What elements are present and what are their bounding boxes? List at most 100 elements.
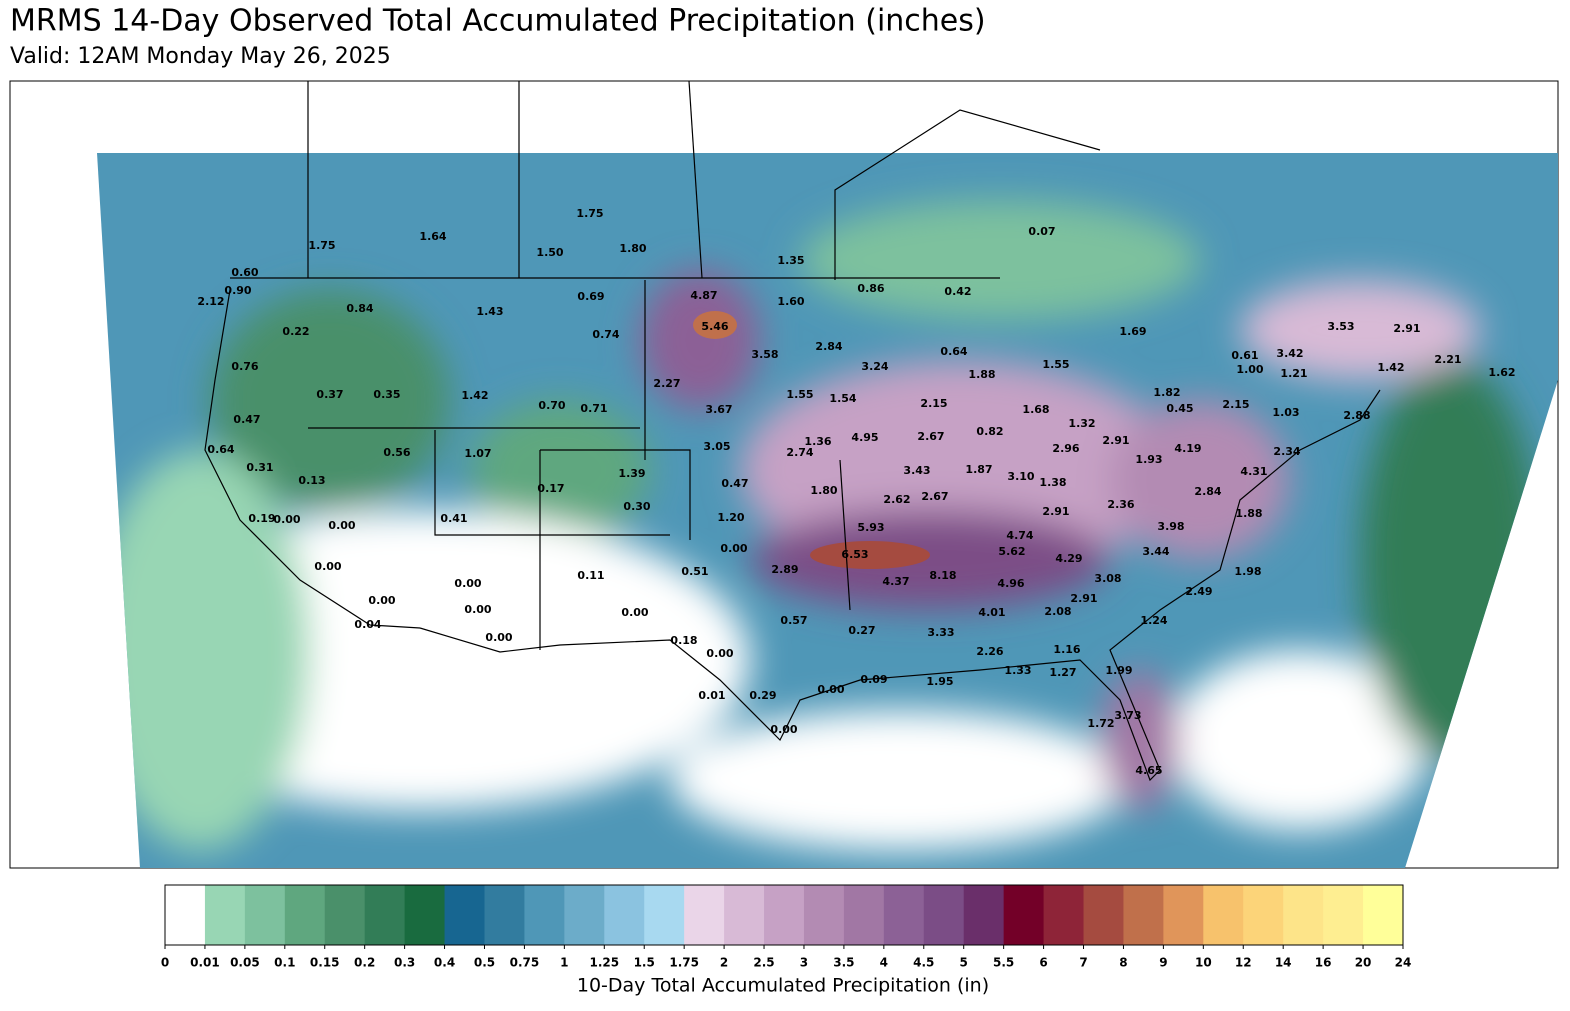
colorbar-tick-label: 20	[1355, 956, 1372, 970]
value-label: 0.19	[248, 512, 275, 525]
colorbar-bin	[244, 885, 286, 945]
value-label: 1.35	[777, 254, 804, 267]
colorbar-bin	[564, 885, 605, 945]
colorbar-tick-label: 0.2	[354, 956, 375, 970]
value-label: 0.00	[485, 631, 512, 644]
value-label: 0.61	[1231, 349, 1258, 362]
value-label: 1.75	[308, 239, 335, 252]
value-label: 2.91	[1102, 434, 1129, 447]
value-label: 0.90	[224, 284, 251, 297]
colorbar-bin	[764, 885, 805, 945]
value-label: 0.76	[231, 360, 258, 373]
colorbar-bin	[1163, 885, 1204, 945]
value-label: 2.89	[771, 563, 798, 576]
title: MRMS 14-Day Observed Total Accumulated P…	[10, 4, 986, 39]
colorbar-bin	[1043, 885, 1085, 945]
colorbar-bin	[404, 885, 446, 945]
colorbar-bin	[963, 885, 1005, 945]
value-label: 0.00	[368, 594, 395, 607]
colorbar-tick-label: 7	[1079, 956, 1087, 970]
value-label: 0.22	[282, 325, 309, 338]
colorbar-tick-label: 0	[161, 956, 169, 970]
colorbar-bin	[1323, 885, 1364, 945]
value-label: 2.62	[883, 493, 910, 506]
value-label: 0.00	[770, 723, 797, 736]
value-label: 4.87	[690, 289, 717, 302]
colorbar-bin	[724, 885, 765, 945]
colorbar-tick-label: 2	[720, 956, 728, 970]
value-label: 2.67	[921, 490, 948, 503]
colorbar-label: 10-Day Total Accumulated Precipitation (…	[577, 975, 989, 997]
colorbar-tick-label: 1	[560, 956, 568, 970]
colorbar-tick-label: 0.3	[394, 956, 415, 970]
colorbar-tick-label: 5	[960, 956, 968, 970]
value-label: 1.55	[1042, 358, 1069, 371]
value-label: 0.35	[373, 388, 400, 401]
value-label: 1.87	[965, 463, 992, 476]
value-label: 0.00	[621, 606, 648, 619]
value-label: 0.47	[233, 413, 260, 426]
value-label: 0.37	[316, 388, 343, 401]
value-label: 1.00	[1236, 363, 1263, 376]
value-label: 3.05	[703, 440, 730, 453]
value-label: 2.27	[653, 377, 680, 390]
value-label: 0.31	[246, 461, 273, 474]
colorbar-bin	[444, 885, 485, 945]
colorbar: 0 0.01 0.05 0.1 0.15 0.2 0.3 0.4 0.5 0.75 1 1.25 1.5…	[161, 884, 1411, 970]
value-label: 0.00	[720, 542, 747, 555]
value-label: 1.21	[1280, 367, 1307, 380]
value-label: 5.62	[998, 545, 1025, 558]
value-label: 4.65	[1135, 764, 1162, 777]
colorbar-bin	[883, 885, 925, 945]
value-label: 0.86	[857, 282, 884, 295]
value-label: 0.56	[383, 446, 410, 459]
value-label: 1.42	[461, 389, 488, 402]
value-label: 1.16	[1053, 643, 1080, 656]
value-label: 0.84	[346, 302, 373, 315]
value-label: 3.10	[1007, 470, 1034, 483]
value-label: 4.37	[882, 575, 909, 588]
value-label: 0.74	[592, 328, 619, 341]
colorbar-tick-label: 5.5	[993, 956, 1014, 970]
colorbar-tick-label: 3.5	[833, 956, 854, 970]
map-frame	[9, 80, 1559, 869]
colorbar-bin	[1123, 885, 1164, 945]
colorbar-bin	[644, 885, 685, 945]
value-label: 0.00	[314, 560, 341, 573]
value-label: 3.33	[927, 626, 954, 639]
value-label: 6.53	[841, 548, 868, 561]
value-label: 2.84	[815, 340, 842, 353]
value-label: 0.01	[698, 689, 725, 702]
value-label: 3.42	[1276, 347, 1303, 360]
value-label: 4.74	[1006, 529, 1033, 542]
colorbar-tick-label: 0.1	[274, 956, 295, 970]
value-label: 1.98	[1234, 565, 1261, 578]
heavy-core	[810, 541, 930, 569]
colorbar-tick-label: 6	[1039, 956, 1047, 970]
colorbar-tick-label: 10	[1195, 956, 1212, 970]
colorbar-tick-label: 2.5	[753, 956, 774, 970]
colorbar-bin	[1363, 885, 1404, 945]
value-label: 0.70	[538, 399, 565, 412]
colorbar-bin	[1283, 885, 1324, 945]
value-label: 3.67	[705, 403, 732, 416]
value-label: 3.53	[1327, 320, 1354, 333]
colorbar-bin	[1243, 885, 1284, 945]
colorbar-tick-label: 0.15	[310, 956, 340, 970]
value-label: 2.21	[1434, 353, 1461, 366]
value-label: 2.91	[1393, 322, 1420, 335]
colorbar-tick-label: 0.75	[510, 956, 540, 970]
value-label: 1.68	[1022, 403, 1049, 416]
value-label: 0.00	[328, 519, 355, 532]
value-label: 1.33	[1004, 664, 1031, 677]
value-label: 4.96	[997, 577, 1024, 590]
colorbar-tick-label: 0.05	[230, 956, 260, 970]
value-label: 2.08	[1044, 605, 1071, 618]
precip-field	[97, 153, 1558, 868]
value-label: 4.31	[1240, 465, 1267, 478]
value-label: 2.34	[1273, 445, 1300, 458]
value-label: 5.93	[857, 521, 884, 534]
precip-blobs	[97, 200, 1540, 850]
